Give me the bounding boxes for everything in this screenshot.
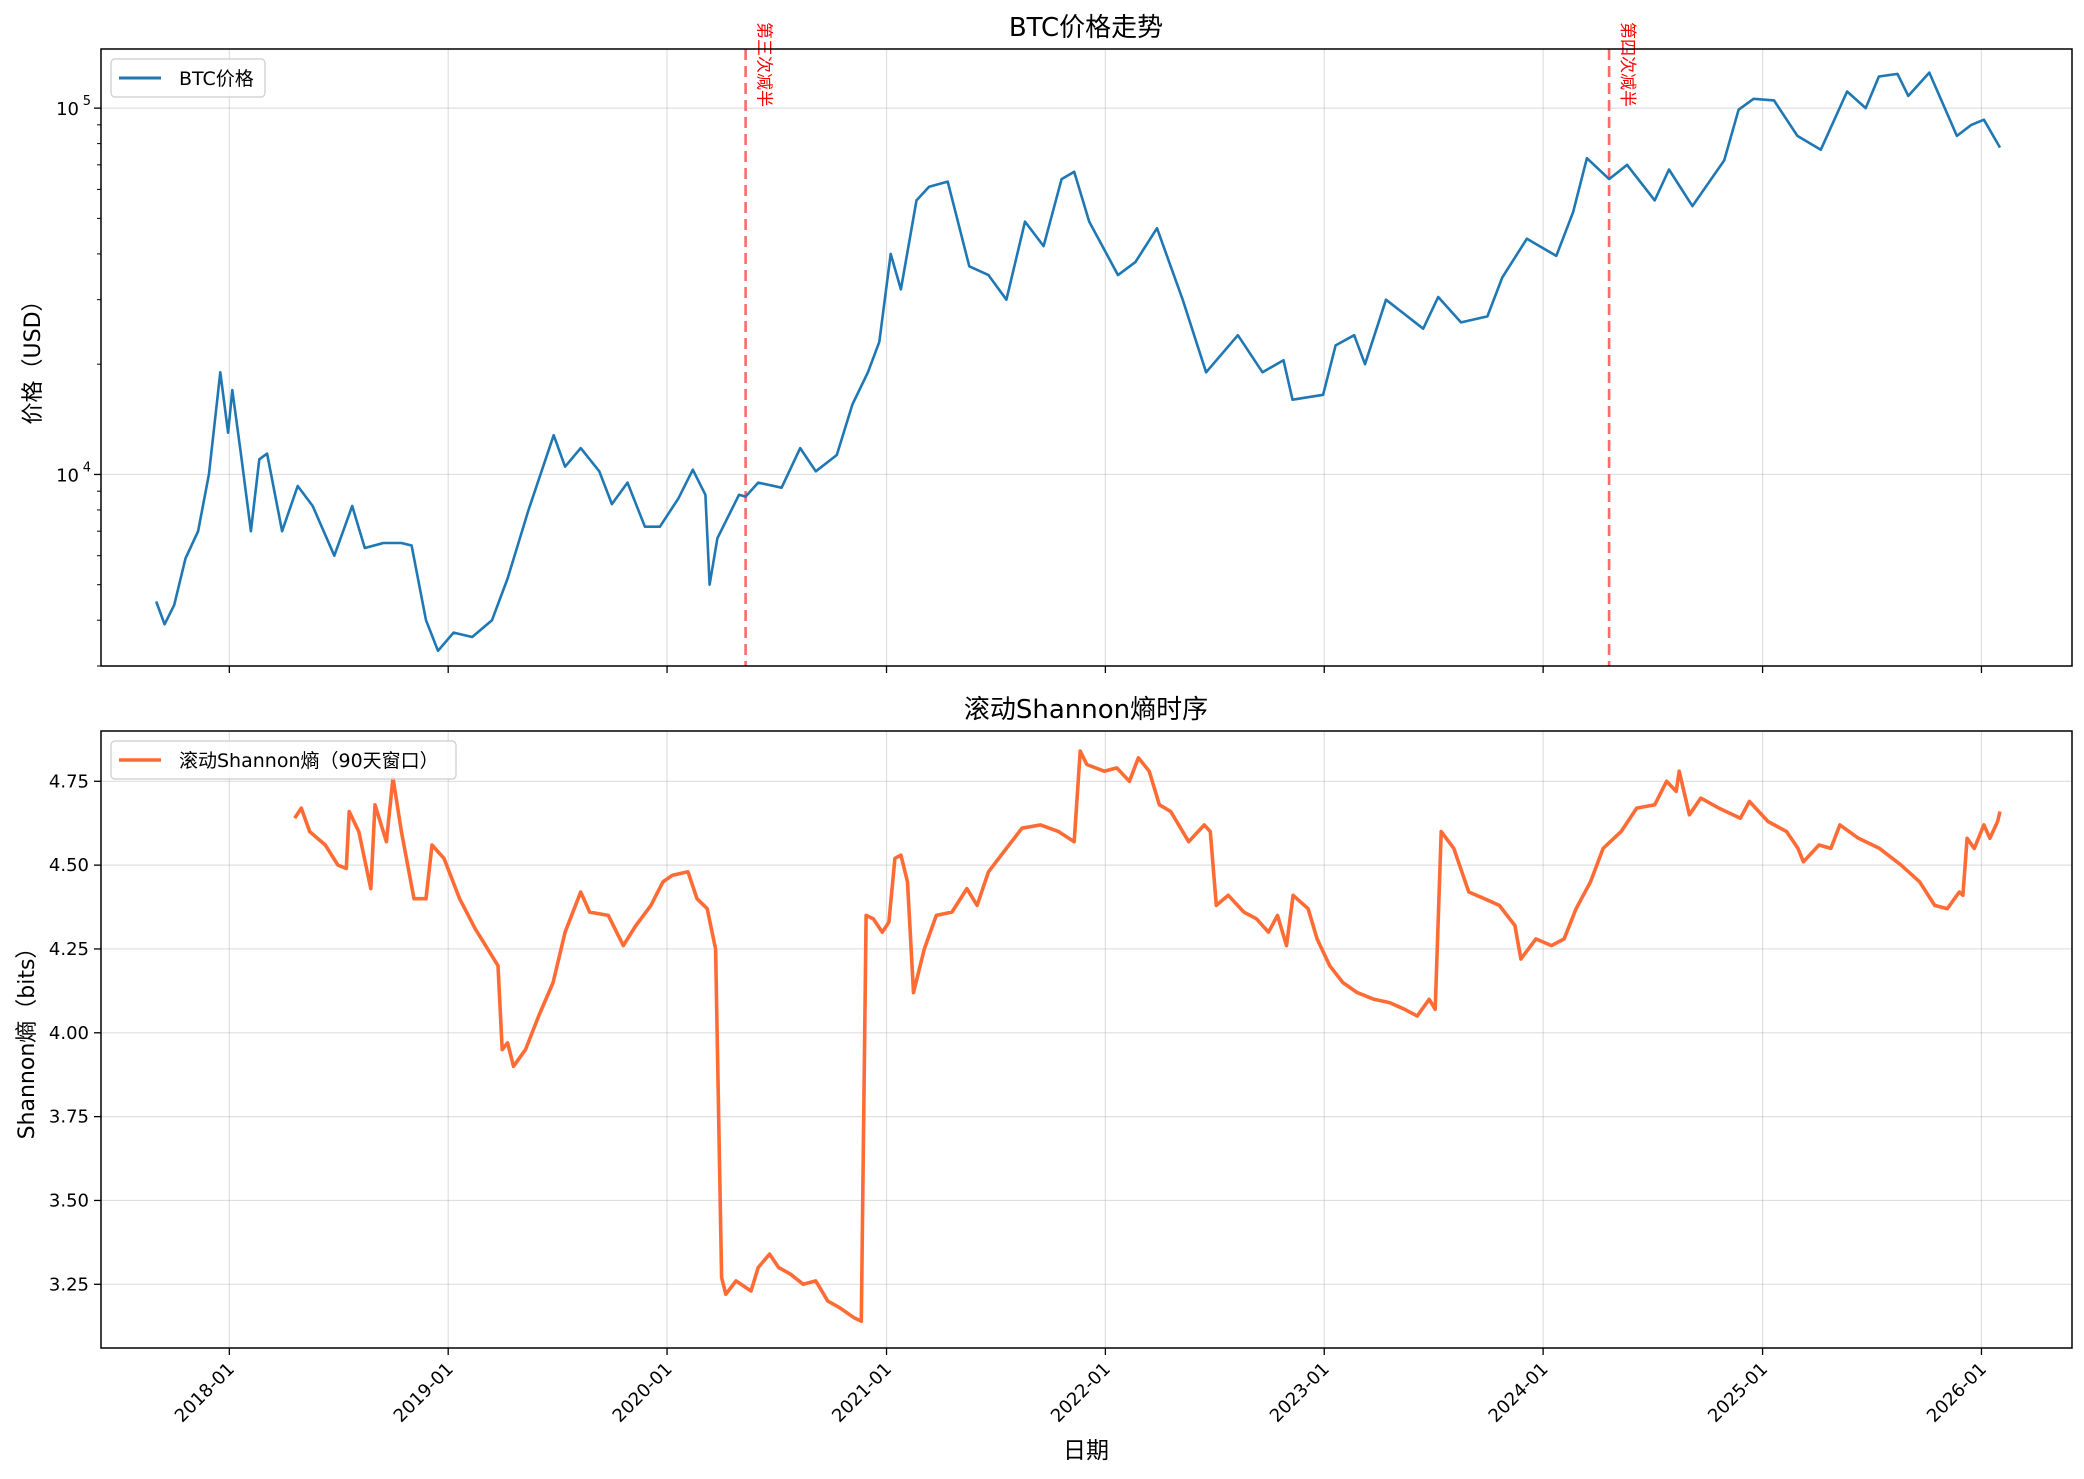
price-y-ticks: 10 4 10 5 <box>56 94 101 667</box>
price-legend-box <box>110 58 266 98</box>
price-x-ticks <box>228 666 1983 673</box>
halving-label: 第三次减半 <box>754 22 774 107</box>
price-panel: BTC价格走势 第三次减半 第四次减半 10 4 10 5 价格（USD） BTC价格 <box>21 13 2073 673</box>
y-tick-label: 4.75 <box>49 771 89 792</box>
y-tick-label: 4.25 <box>49 939 89 960</box>
y-tick-label: 4.50 <box>49 855 89 876</box>
entropy-legend-box <box>110 740 457 780</box>
entropy-series-line <box>293 749 2002 1323</box>
price-plot-frame <box>100 48 2073 667</box>
y-tick-base: 10 <box>56 99 79 120</box>
y-tick-exponent: 4 <box>83 460 91 475</box>
price-title: BTC价格走势 <box>1009 13 1163 43</box>
entropy-x-axis-label: 日期 <box>1063 1438 1109 1464</box>
y-tick-label: 10 <box>56 465 79 486</box>
price-legend-label: BTC价格 <box>179 68 254 90</box>
price-y-axis-label: 价格（USD） <box>21 289 46 424</box>
y-tick-exponent: 5 <box>83 94 91 109</box>
entropy-legend-label: 滚动Shannon熵（90天窗口） <box>179 750 439 772</box>
y-tick-base: 10 <box>56 465 79 486</box>
y-tick-label: 4.00 <box>49 1023 89 1044</box>
price-legend: BTC价格 <box>110 58 266 98</box>
halving-label: 第四次减半 <box>1617 22 1637 107</box>
y-tick-label: 3.75 <box>49 1107 89 1128</box>
y-tick-label: 10 <box>56 99 79 120</box>
entropy-y-ticks: 3.25 3.50 3.75 4.00 4.25 4.50 4.75 <box>49 771 101 1295</box>
entropy-title: 滚动Shannon熵时序 <box>964 695 1208 725</box>
y-tick-label: 3.25 <box>49 1274 89 1295</box>
y-tick-label: 3.50 <box>49 1190 89 1211</box>
price-series-line <box>154 71 2002 653</box>
entropy-legend: 滚动Shannon熵（90天窗口） <box>110 740 457 780</box>
entropy-grid <box>101 731 2072 1348</box>
price-grid <box>101 49 2072 666</box>
halving-lines: 第三次减半 第四次减半 <box>744 22 1637 666</box>
entropy-plot-frame <box>100 730 2073 1349</box>
entropy-y-axis-label: Shannon熵（bits） <box>15 937 40 1140</box>
